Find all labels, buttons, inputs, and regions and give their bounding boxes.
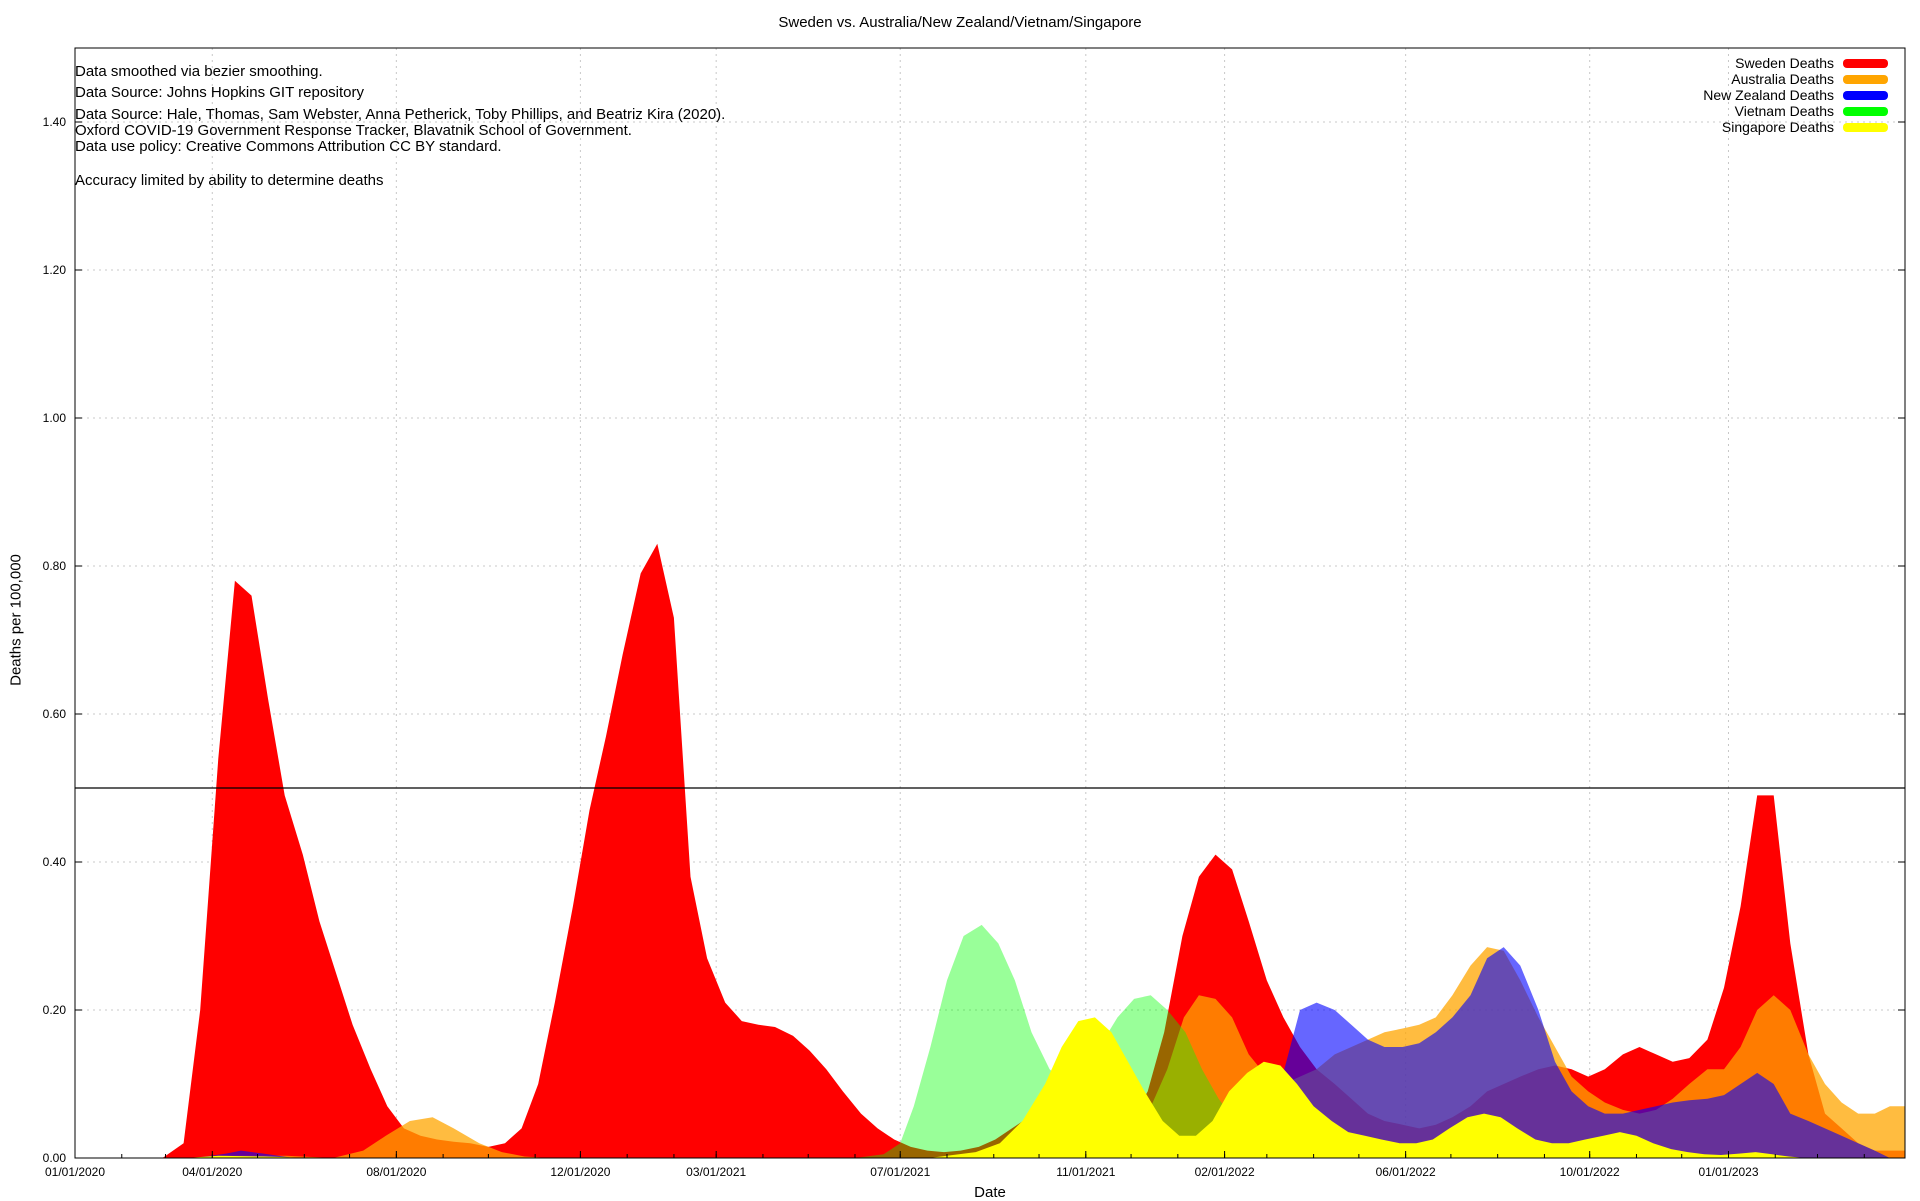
y-tick-label: 1.00 bbox=[43, 411, 67, 425]
x-tick-label: 02/01/2022 bbox=[1195, 1165, 1255, 1179]
x-tick-label: 11/01/2021 bbox=[1056, 1165, 1115, 1179]
legend-label-australia-deaths: Australia Deaths bbox=[1731, 71, 1834, 87]
legend-swatch-australia-deaths bbox=[1843, 75, 1888, 84]
x-tick-label: 12/01/2020 bbox=[550, 1165, 610, 1179]
x-axis-label: Date bbox=[974, 1184, 1006, 1201]
legend-swatch-vietnam-deaths bbox=[1843, 107, 1888, 116]
new-zealand-deaths-area bbox=[75, 947, 1905, 1158]
legend-label-vietnam-deaths: Vietnam Deaths bbox=[1735, 103, 1834, 119]
legend-swatch-singapore-deaths bbox=[1843, 123, 1888, 132]
x-tick-label: 08/01/2020 bbox=[366, 1165, 426, 1179]
annotation-smoothing: Data smoothed via bezier smoothing. bbox=[75, 63, 323, 80]
legend-label-singapore-deaths: Singapore Deaths bbox=[1722, 119, 1834, 135]
sweden-deaths-area bbox=[162, 543, 1905, 1158]
axes: 0.00 0.20 0.40 0.60 0.80 1.00 1.20 1.40 01/01/20… bbox=[43, 47, 1906, 1179]
annotation-source-oxford: Data Source: Hale, Thomas, Sam Webster, … bbox=[75, 106, 726, 123]
x-tick-label: 07/01/2021 bbox=[870, 1165, 930, 1179]
y-tick-label: 1.20 bbox=[43, 263, 67, 277]
chart-title: Sweden vs. Australia/New Zealand/Vietnam… bbox=[778, 14, 1142, 31]
x-tick-label: 04/01/2020 bbox=[182, 1165, 242, 1179]
x-tick-label: 03/01/2021 bbox=[686, 1165, 746, 1179]
y-tick-label: 0.20 bbox=[43, 1003, 67, 1017]
x-tick-label: 06/01/2022 bbox=[1376, 1165, 1436, 1179]
x-tick-label: 10/01/2022 bbox=[1560, 1165, 1620, 1179]
legend-swatch-sweden-deaths bbox=[1843, 59, 1888, 68]
x-tick-label: 01/01/2020 bbox=[45, 1165, 105, 1179]
annotation-accuracy: Accuracy limited by ability to determine… bbox=[75, 172, 384, 189]
y-tick-label: 1.40 bbox=[43, 115, 67, 129]
y-tick-label: 0.80 bbox=[43, 559, 67, 573]
x-tick-label: 01/01/2023 bbox=[1698, 1165, 1758, 1179]
y-axis-label: Deaths per 100,000 bbox=[7, 554, 25, 686]
annotation-source-jhu: Data Source: Johns Hopkins GIT repositor… bbox=[75, 84, 365, 101]
legend-label-new-zealand-deaths: New Zealand Deaths bbox=[1703, 87, 1834, 103]
series-areas bbox=[75, 543, 1905, 1158]
legend-swatch-new-zealand-deaths bbox=[1843, 91, 1888, 100]
legend-label-sweden-deaths: Sweden Deaths bbox=[1735, 55, 1834, 71]
y-tick-label: 0.60 bbox=[43, 707, 67, 721]
y-tick-label: 0.00 bbox=[43, 1151, 67, 1165]
y-tick-label: 0.40 bbox=[43, 855, 67, 869]
plot-border bbox=[74, 47, 1906, 1159]
annotation-data-policy: Data use policy: Creative Commons Attrib… bbox=[75, 138, 502, 155]
annotation-oxford-tracker: Oxford COVID-19 Government Response Trac… bbox=[75, 122, 632, 139]
